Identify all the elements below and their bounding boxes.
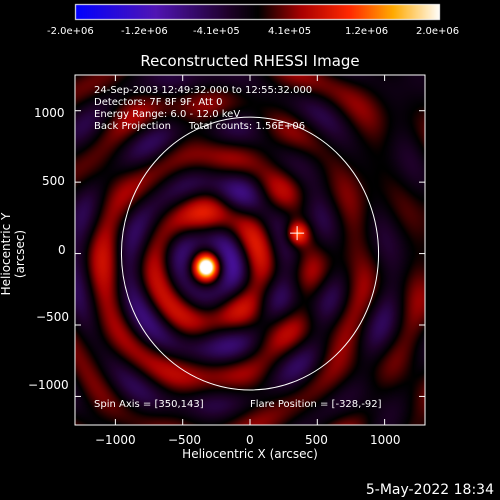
x-tick-label: 1000 bbox=[370, 433, 401, 447]
x-axis-label: Heliocentric X (arcsec) bbox=[182, 447, 318, 461]
colorbar-tick-label: -1.2e+06 bbox=[121, 26, 168, 37]
x-tick-label: −1000 bbox=[95, 433, 136, 447]
y-tick-label: 500 bbox=[42, 174, 65, 188]
time-range-text: 24-Sep-2003 12:49:32.000 to 12:55:32.000 bbox=[94, 85, 313, 96]
colorbar-tick-label: 4.1e+05 bbox=[268, 26, 312, 37]
y-tick-label: −500 bbox=[36, 310, 69, 324]
colorbar-tick-label: -2.0e+06 bbox=[47, 26, 94, 37]
spin-axis-text: Spin Axis = [350,143] bbox=[94, 399, 204, 410]
colorbar-tick-label: -4.1e+05 bbox=[193, 26, 240, 37]
footer-date: 5-May-2022 18:34 bbox=[365, 482, 494, 498]
y-tick-label: −1000 bbox=[28, 378, 69, 392]
y-tick-label: 1000 bbox=[34, 106, 65, 120]
y-tick-label: 0 bbox=[58, 243, 66, 257]
total-counts-text: Total counts: 1.56E+06 bbox=[188, 121, 306, 132]
method-text: Back Projection bbox=[94, 121, 171, 132]
colorbar-tick-label: 2.0e+06 bbox=[416, 26, 460, 37]
image-annotation-block: 24-Sep-2003 12:49:32.000 to 12:55:32.000… bbox=[94, 85, 312, 133]
solar-limb-circle bbox=[120, 116, 380, 391]
method-and-counts-text: Back Projection Total counts: 1.56E+06 bbox=[94, 121, 312, 133]
x-tick-label: 500 bbox=[305, 433, 328, 447]
detectors-text: Detectors: 7F 8F 9F, Att 0 bbox=[94, 97, 223, 108]
y-axis-label: Heliocentric Y (arcsec) bbox=[0, 212, 27, 296]
x-tick-label: 0 bbox=[246, 433, 254, 447]
colorbar-tick-label: 1.2e+06 bbox=[345, 26, 389, 37]
chart-title: Reconstructed RHESSI Image bbox=[140, 52, 360, 70]
x-tick-label: −500 bbox=[168, 433, 201, 447]
energy-range-text: Energy Range: 6.0 - 12.0 keV bbox=[94, 109, 241, 120]
flare-position-text: Flare Position = [-328,-92] bbox=[250, 399, 382, 410]
